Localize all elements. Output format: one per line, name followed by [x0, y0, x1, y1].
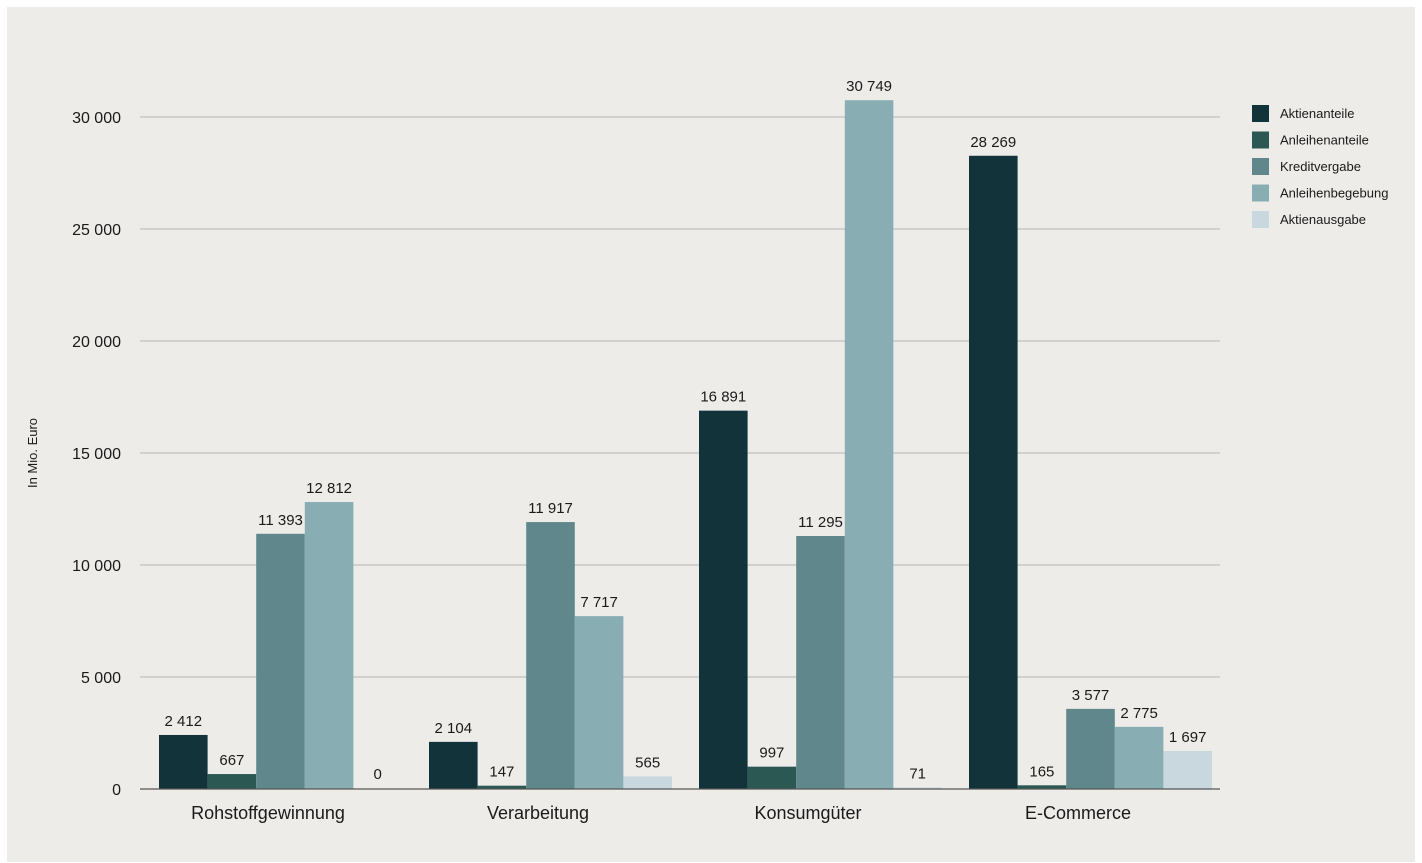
- y-tick-label: 25 000: [72, 222, 121, 239]
- legend-label: Anleihenanteile: [1280, 133, 1369, 148]
- bar: [844, 100, 894, 789]
- bar: [1114, 726, 1164, 789]
- bar: [526, 522, 575, 789]
- bars: [159, 100, 1212, 789]
- data-label: 16 891: [700, 389, 746, 406]
- data-label: 11 393: [258, 512, 303, 529]
- legend-label: Anleihenbegebung: [1280, 186, 1388, 201]
- y-tick-label: 15 000: [72, 446, 121, 463]
- bar: [477, 785, 527, 789]
- y-axis-ticks: 0 5 000 10 000 15 000 20 000 25 000 30 000: [72, 110, 121, 799]
- data-label: 11 917: [528, 500, 573, 517]
- x-tick-label: Rohstoffgewinnung: [191, 803, 345, 823]
- bar: [429, 741, 478, 789]
- y-axis-label: In Mio. Euro: [25, 418, 40, 488]
- y-tick-label: 5 000: [81, 670, 121, 687]
- bar: [699, 410, 748, 789]
- x-tick-label: E-Commerce: [1025, 803, 1131, 823]
- bar: [1163, 750, 1212, 789]
- data-label: 30 749: [846, 78, 892, 95]
- legend-label: Kreditvergabe: [1280, 159, 1361, 174]
- legend-label: Aktienanteile: [1280, 106, 1354, 121]
- bar: [969, 155, 1018, 789]
- x-axis-categories: Rohstoffgewinnung Verarbeitung Konsumgüter…: [191, 803, 1131, 823]
- bar: [1017, 785, 1067, 789]
- data-label: 667: [219, 752, 244, 769]
- data-label: 7 717: [580, 594, 618, 611]
- legend-swatch: [1252, 158, 1269, 175]
- bar: [304, 502, 354, 789]
- data-label: 11 295: [798, 514, 843, 531]
- x-tick-label: Konsumgüter: [754, 803, 861, 823]
- bar: [623, 776, 672, 789]
- legend-swatch: [1252, 184, 1269, 202]
- data-label: 0: [374, 766, 382, 783]
- bar: [159, 734, 208, 789]
- data-label: 12 812: [306, 480, 352, 497]
- data-label: 165: [1029, 763, 1054, 780]
- legend-label: Aktienausgabe: [1280, 212, 1366, 227]
- data-label: 71: [909, 765, 926, 782]
- data-label: 2 775: [1120, 705, 1158, 722]
- legend: Aktienanteile Anleihenanteile Kreditvergab…: [1252, 105, 1388, 228]
- data-label: 1 697: [1169, 729, 1207, 746]
- legend-swatch: [1252, 105, 1269, 122]
- data-label: 147: [489, 764, 514, 781]
- bar: [796, 535, 845, 789]
- bar: [747, 766, 797, 789]
- y-tick-label: 20 000: [72, 334, 121, 351]
- bar: [1066, 708, 1115, 789]
- data-label: 2 104: [435, 720, 473, 737]
- y-tick-label: 10 000: [72, 558, 121, 575]
- data-label: 3 577: [1072, 687, 1110, 704]
- bar: [574, 616, 624, 789]
- data-label: 2 412: [165, 713, 203, 730]
- x-tick-label: Verarbeitung: [487, 803, 589, 823]
- data-label: 565: [635, 754, 660, 771]
- data-label: 28 269: [970, 134, 1016, 151]
- legend-swatch: [1252, 131, 1269, 149]
- y-tick-label: 30 000: [72, 110, 121, 127]
- legend-swatch: [1252, 211, 1269, 228]
- bar: [893, 787, 942, 789]
- y-tick-label: 0: [112, 782, 121, 799]
- data-label: 997: [759, 745, 784, 762]
- bar: [256, 533, 305, 789]
- bar: [207, 774, 257, 789]
